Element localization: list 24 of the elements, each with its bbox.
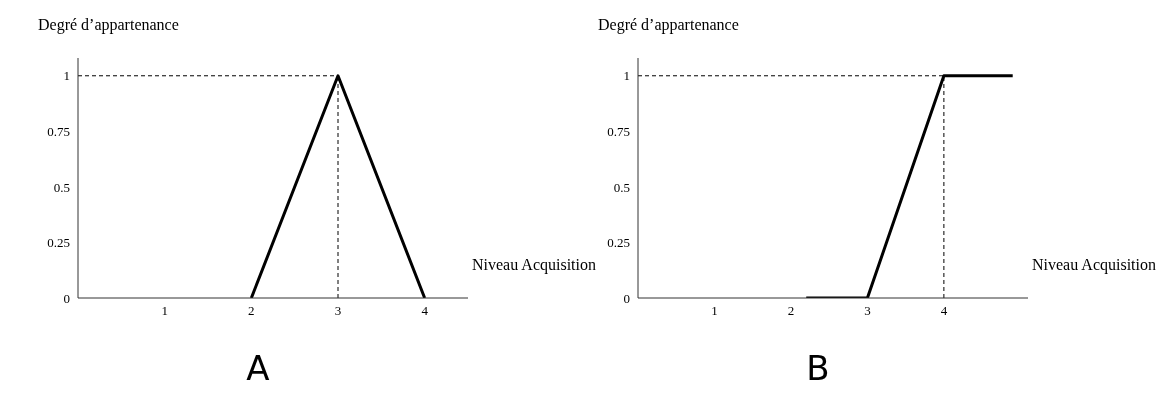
y-axis-title: Degré d’appartenance [598,16,739,34]
y-tick-label: 1 [63,68,70,84]
y-tick-label: 0.5 [613,179,630,195]
y-tick-label: 0.75 [47,123,70,139]
x-tick-label: 1 [711,303,718,319]
y-tick-label: 0 [623,290,630,306]
x-tick-label: 4 [421,303,429,319]
text: A [245,348,271,388]
x-tick-label: 2 [248,303,255,319]
x-axis-title: Niveau Acquisition [472,255,596,276]
x-tick-label: 2 [787,303,795,319]
text: B [805,348,831,388]
y-axis-title: Degré d’appartenance [38,16,179,34]
x-tick-label: 1 [161,303,168,319]
y-tick-label: 0.25 [47,235,70,251]
y-tick-label: 0.25 [607,235,630,251]
y-tick-label: 0 [63,290,70,306]
x-tick-label: 4 [940,303,948,319]
y-tick-label: 1 [623,68,630,84]
y-tick-label: 0.5 [53,179,70,195]
x-tick-label: 3 [334,303,342,319]
x-tick-label: 3 [864,303,871,319]
y-tick-label: 0.75 [607,123,630,139]
x-axis-title: Niveau Acquisition [1032,255,1156,276]
